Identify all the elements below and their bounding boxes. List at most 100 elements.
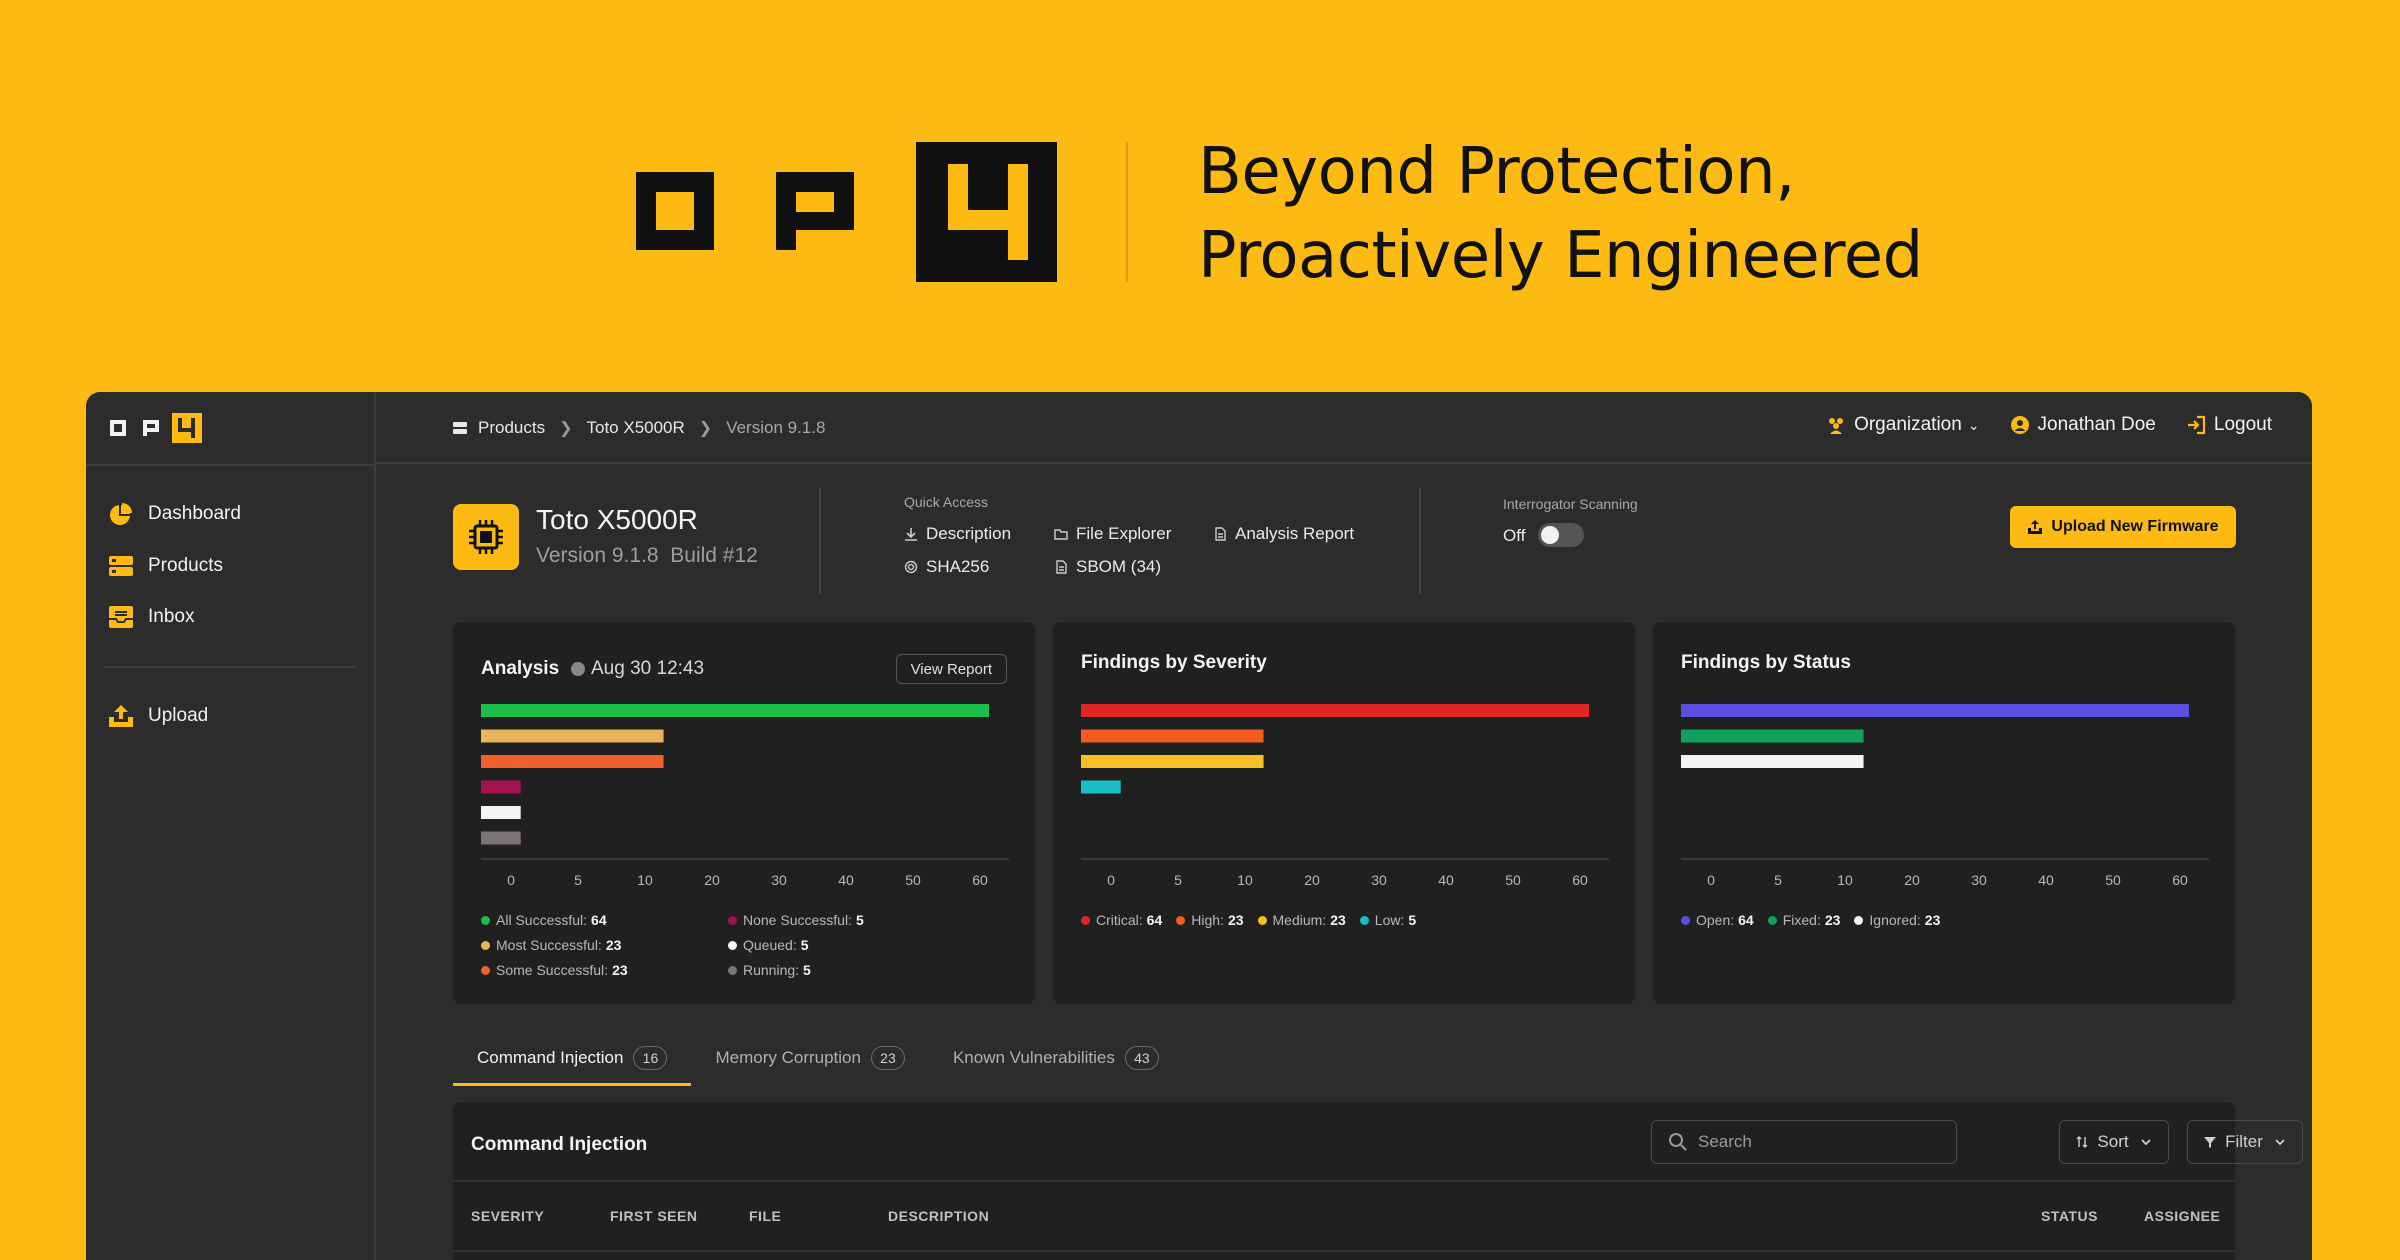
user-menu[interactable]: Jonathan Doe xyxy=(2010,414,2156,436)
upload-firmware-button[interactable]: Upload New Firmware xyxy=(2010,506,2236,548)
x-tick-label: 0 xyxy=(507,872,515,888)
interrogator-toggle[interactable] xyxy=(1538,523,1584,547)
topbar-actions: Organization ⌄ Jonathan Doe Logout xyxy=(1796,414,2272,436)
sidebar-item-dashboard[interactable]: Dashboard xyxy=(108,496,241,532)
column-header-description[interactable]: DESCRIPTION xyxy=(888,1208,990,1224)
sidebar-item-upload[interactable]: Upload xyxy=(108,698,208,734)
bar-none-successful xyxy=(481,780,521,794)
legend-value: 64 xyxy=(1738,912,1754,928)
sidebar-item-label: Inbox xyxy=(148,606,195,627)
x-tick-label: 20 xyxy=(1904,872,1920,888)
finding-tabs: Command Injection 16 Memory Corruption 2… xyxy=(453,1036,1183,1086)
header-divider xyxy=(819,488,821,594)
tab-memory-corruption[interactable]: Memory Corruption 23 xyxy=(691,1036,929,1080)
x-tick-label: 0 xyxy=(1707,872,1715,888)
legend-value: 5 xyxy=(1408,912,1417,928)
legend-label: Critical: xyxy=(1096,912,1143,928)
chevron-right-icon: ❯ xyxy=(559,420,573,437)
chevron-down-icon: ⌄ xyxy=(1967,416,1980,433)
legend-dot xyxy=(728,940,737,950)
build-label: Build #12 xyxy=(670,544,758,567)
bar-running xyxy=(481,831,521,845)
quick-access-description[interactable]: Description xyxy=(904,524,1011,544)
breadcrumb-product[interactable]: Toto X5000R xyxy=(586,418,685,437)
legend-value: 5 xyxy=(803,962,811,978)
x-tick-label: 50 xyxy=(2105,872,2121,888)
legend-dot xyxy=(1081,915,1090,925)
legend-label: Fixed: xyxy=(1782,912,1821,928)
app-logo[interactable] xyxy=(110,413,202,443)
x-tick-label: 20 xyxy=(704,872,720,888)
x-tick-label: 40 xyxy=(838,872,854,888)
x-tick-label: 60 xyxy=(2172,872,2188,888)
tab-known-vulnerabilities[interactable]: Known Vulnerabilities 43 xyxy=(929,1036,1183,1080)
quick-access-analysis-report[interactable]: Analysis Report xyxy=(1213,524,1354,544)
column-header-file[interactable]: FILE xyxy=(749,1208,782,1224)
clock-icon xyxy=(571,662,585,676)
legend-label: Ignored: xyxy=(1869,912,1921,928)
bar-all-successful xyxy=(481,704,989,717)
sidebar-item-inbox[interactable]: Inbox xyxy=(108,599,194,635)
analysis-timestamp: Aug 30 12:43 xyxy=(591,658,705,679)
legend-item: All Successful: 64 xyxy=(481,912,607,928)
analysis-chart: 0 5 10 20 30 40 50 60 xyxy=(481,704,1009,888)
search-icon xyxy=(1669,1133,1687,1151)
legend-dot xyxy=(1176,915,1186,925)
search-input[interactable]: Search xyxy=(1651,1120,1957,1164)
column-header-first-seen[interactable]: FIRST SEEN xyxy=(610,1208,698,1224)
view-report-button[interactable]: View Report xyxy=(895,654,1007,684)
status-card: Findings by Status 0 5 10 20 30 40 50 60 Open: 6… xyxy=(1653,622,2235,1004)
upload-button-label: Upload New Firmware xyxy=(2051,518,2219,535)
organization-dropdown[interactable]: Organization ⌄ xyxy=(1826,414,1980,436)
legend-item: High: 23 xyxy=(1176,912,1244,928)
legend-dot xyxy=(481,915,490,925)
chevron-right-icon: ❯ xyxy=(698,420,713,437)
search-placeholder: Search xyxy=(1698,1132,1752,1151)
breadcrumb-products[interactable]: Products xyxy=(478,418,546,437)
quick-access-sbom[interactable]: SBOM (34) xyxy=(1054,557,1161,577)
quick-access-file-explorer[interactable]: File Explorer xyxy=(1054,524,1171,544)
upload-icon xyxy=(2028,520,2043,534)
severity-card: Findings by Severity 0 5 10 20 30 40 50 60 Crit… xyxy=(1053,622,1635,1004)
x-tick-label: 40 xyxy=(1438,872,1454,888)
filter-button[interactable]: Filter xyxy=(2187,1120,2303,1164)
x-tick-label: 30 xyxy=(1971,872,1987,888)
download-icon xyxy=(905,528,917,541)
analysis-time: Aug 30 12:43 xyxy=(571,658,704,680)
x-tick-label: 40 xyxy=(2038,872,2054,888)
legend-value: 23 xyxy=(1330,912,1346,928)
tab-command-injection[interactable]: Command Injection 16 xyxy=(453,1036,692,1086)
legend-item: Most Successful: 23 xyxy=(481,937,621,953)
x-tick-label: 20 xyxy=(1304,872,1320,888)
legend-value: 64 xyxy=(591,912,607,928)
sort-button[interactable]: Sort xyxy=(2059,1120,2169,1164)
legend-dot xyxy=(728,915,737,925)
quick-access-sha256[interactable]: SHA256 xyxy=(904,557,989,577)
column-header-severity[interactable]: SEVERITY xyxy=(471,1208,545,1224)
chip-icon xyxy=(453,504,519,570)
header-divider xyxy=(1419,488,1421,594)
sidebar-item-label: Upload xyxy=(148,705,209,726)
hero-divider xyxy=(1126,142,1128,282)
logout-button[interactable]: Logout xyxy=(2186,414,2272,436)
legend-item: Critical: 64 xyxy=(1081,912,1162,928)
legend-item: Running: 5 xyxy=(728,962,811,978)
column-header-assignee[interactable]: ASSIGNEE xyxy=(2144,1208,2221,1224)
tagline-line-1: Beyond Protection, xyxy=(1198,135,1795,209)
logout-icon xyxy=(2187,415,2205,435)
legend-dot xyxy=(1681,915,1690,925)
sidebar-item-products[interactable]: Products xyxy=(108,548,223,584)
column-header-status[interactable]: STATUS xyxy=(2041,1208,2098,1224)
x-tick-label: 50 xyxy=(905,872,921,888)
legend-value: 5 xyxy=(855,912,864,928)
qa-label: Description xyxy=(926,524,1012,543)
analysis-card: Analysis Aug 30 12:43 View Report 0 5 10 20… xyxy=(453,622,1035,1004)
server-small-icon xyxy=(453,422,467,434)
bar-medium xyxy=(1081,755,1264,768)
findings-panel: Command Injection Search Sort Filter SEV… xyxy=(453,1102,2303,1260)
legend-value: 23 xyxy=(1824,912,1841,928)
legend-item: None Successful: 5 xyxy=(728,912,864,928)
sidebar-header-divider xyxy=(86,464,376,466)
list-document-icon xyxy=(1056,560,1067,574)
sort-icon xyxy=(2076,1136,2088,1148)
